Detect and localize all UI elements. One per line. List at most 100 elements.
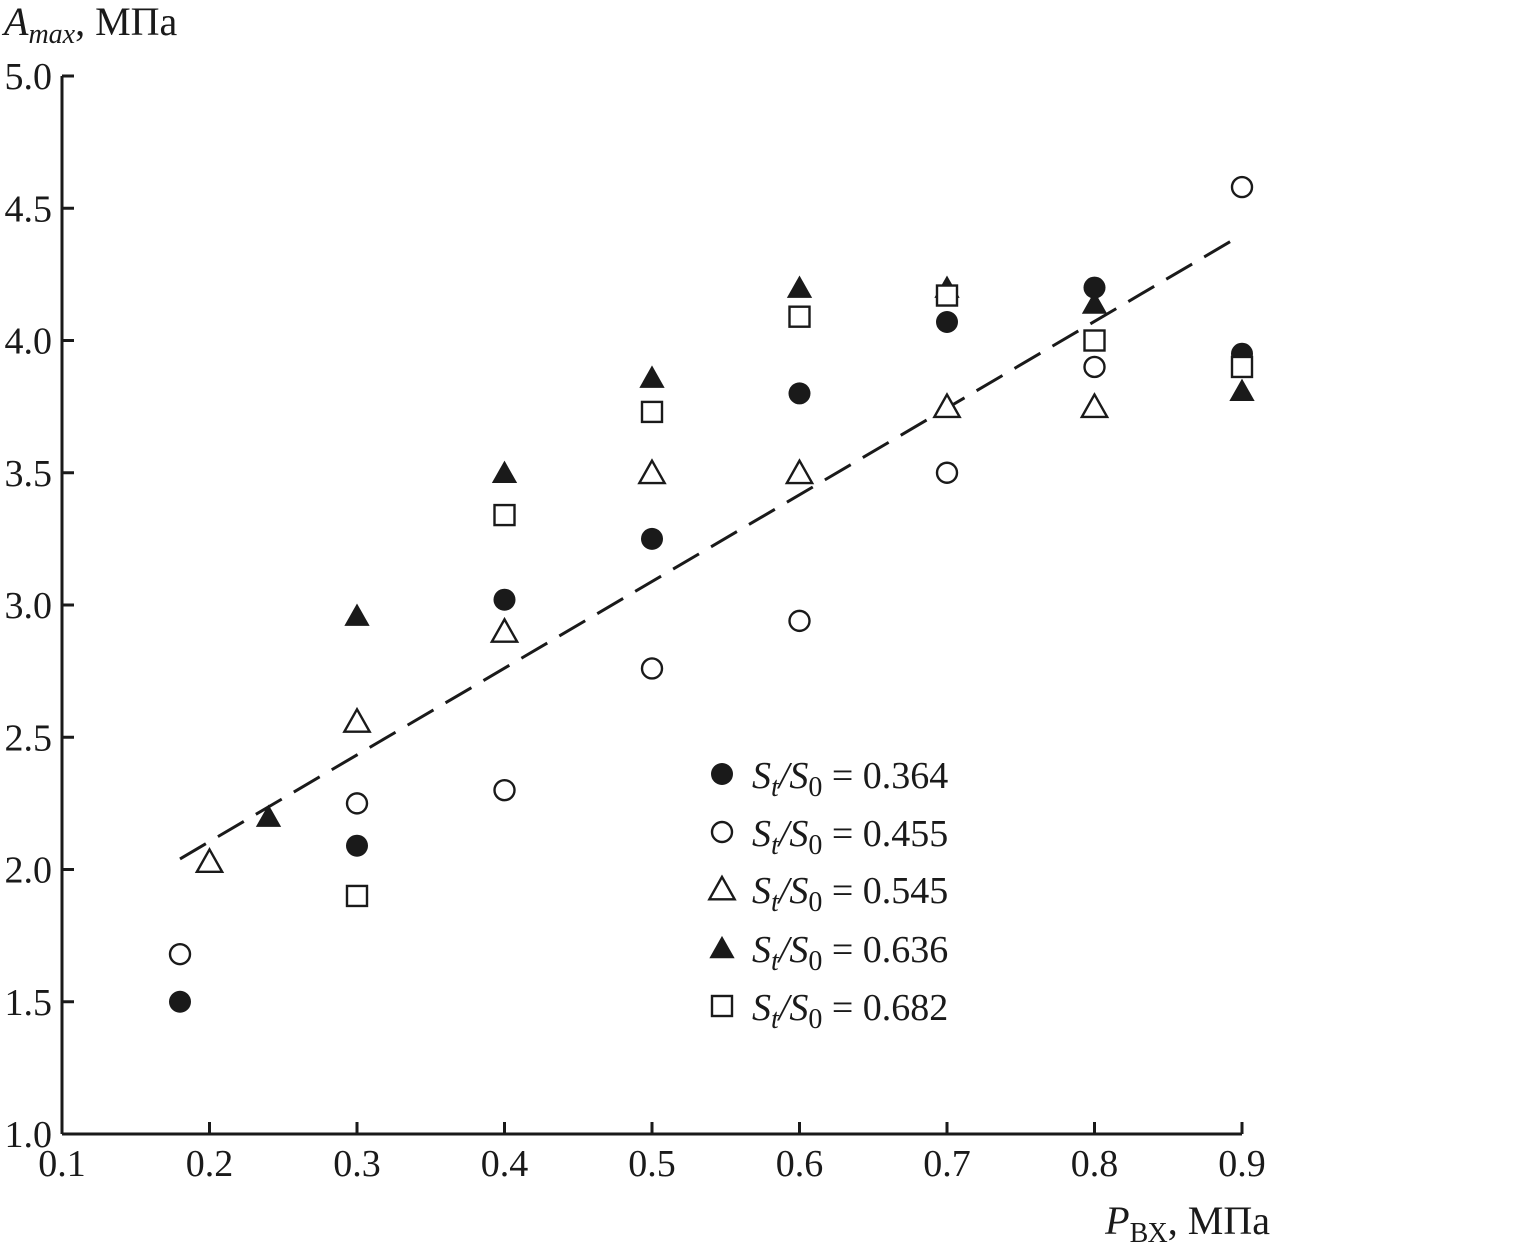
legend-S: S <box>752 813 771 855</box>
legend-label: St/S0 = 0.636 <box>752 929 948 977</box>
y-tick-label: 4.5 <box>5 188 53 230</box>
y-axis-title: Amax, МПа <box>1 0 178 50</box>
data-point <box>1083 355 1106 379</box>
data-point <box>491 460 518 484</box>
data-point <box>168 942 192 966</box>
x-tick-label: 0.7 <box>923 1143 971 1185</box>
data-point <box>935 284 959 307</box>
legend-value: = 0.545 <box>822 870 948 912</box>
data-point <box>639 365 665 388</box>
x-tick-label: 0.4 <box>481 1143 529 1185</box>
data-point <box>1229 378 1255 402</box>
data-point <box>932 392 962 419</box>
data-point <box>345 884 369 908</box>
axes <box>60 76 1242 1136</box>
x-axis-subscript: ВХ <box>1130 1218 1168 1249</box>
series-2 <box>168 175 1254 966</box>
y-tick-label: 4.0 <box>5 321 53 363</box>
y-tick-label: 1.0 <box>5 1114 53 1156</box>
data-point <box>345 792 369 815</box>
x-tick-label: 0.8 <box>1071 1143 1119 1185</box>
data-point <box>1083 329 1106 352</box>
data-point <box>1081 291 1108 314</box>
legend-item: St/S0 = 0.455 <box>710 813 948 861</box>
legend-item: St/S0 = 0.682 <box>710 987 948 1035</box>
legend-S0: S <box>789 870 808 912</box>
legend-value: = 0.636 <box>822 929 948 971</box>
data-point <box>1079 392 1110 419</box>
y-axis-unit: , МПа <box>75 0 177 44</box>
y-tick-label: 2.0 <box>5 850 53 892</box>
legend-S0: S <box>789 755 808 797</box>
data-point <box>493 503 516 527</box>
legend-S0: S <box>789 929 808 971</box>
x-tick-label: 0.1 <box>38 1143 86 1185</box>
series-5 <box>345 284 1254 908</box>
legend-sub-t: t <box>771 772 780 803</box>
y-axis-symbol: A <box>1 0 29 44</box>
legend-label: St/S0 = 0.545 <box>752 870 948 918</box>
series-1 <box>169 276 1253 1013</box>
data-point <box>637 458 667 485</box>
legend-marker <box>709 935 735 959</box>
data-point <box>788 609 811 633</box>
data-point <box>640 657 664 680</box>
legend-slash: / <box>777 755 793 797</box>
legend-sub-0: 0 <box>808 772 822 803</box>
data-point <box>342 706 372 733</box>
ticks: 0.1 0.2 0.3 0.4 0.5 0.6 0.7 0.8 0.9 1.0 1.5 2.0 2.5 3… <box>5 56 1266 1185</box>
legend-sub-0: 0 <box>808 1004 822 1035</box>
data-point <box>1230 355 1254 379</box>
y-axis-subscript: max <box>28 19 75 50</box>
x-axis-symbol: P <box>1104 1198 1129 1243</box>
series-4 <box>255 275 1255 827</box>
legend-sub-0: 0 <box>808 887 822 918</box>
legend-item: St/S0 = 0.364 <box>711 755 948 803</box>
legend-value: = 0.364 <box>822 755 948 797</box>
legend-slash: / <box>777 987 793 1029</box>
legend-S: S <box>752 755 771 797</box>
legend-sub-t: t <box>771 830 780 861</box>
data-point <box>786 275 813 298</box>
data-points <box>168 175 1255 1013</box>
legend-slash: / <box>777 870 793 912</box>
data-point <box>1230 175 1254 199</box>
series-3 <box>194 392 1110 874</box>
y-tick-label: 2.5 <box>5 717 53 759</box>
data-point <box>788 382 811 405</box>
data-point <box>255 804 282 827</box>
x-tick-label: 0.3 <box>333 1143 381 1185</box>
trend-line-group <box>179 233 1243 861</box>
legend-item: St/S0 = 0.545 <box>707 870 948 918</box>
y-tick-label: 1.5 <box>5 982 53 1024</box>
legend-sub-t: t <box>771 946 780 977</box>
legend-value: = 0.455 <box>822 813 948 855</box>
x-tick-label: 0.5 <box>628 1143 676 1185</box>
data-point <box>784 458 815 485</box>
legend-marker <box>710 994 734 1018</box>
data-point <box>346 834 368 857</box>
data-point <box>936 310 958 333</box>
x-tick-label: 0.9 <box>1218 1143 1266 1185</box>
legend-slash: / <box>777 813 793 855</box>
data-point <box>935 461 959 484</box>
legend-sub-t: t <box>771 887 780 918</box>
x-axis-unit: , МПа <box>1168 1198 1270 1243</box>
legend-item: St/S0 = 0.636 <box>709 929 948 977</box>
legend-S: S <box>752 870 771 912</box>
data-point <box>493 588 516 611</box>
y-tick-label: 3.5 <box>5 453 53 495</box>
legend-marker <box>711 763 733 785</box>
data-point <box>493 778 516 802</box>
legend-sub-t: t <box>771 1004 780 1035</box>
legend-sub-0: 0 <box>808 946 822 977</box>
legend-marker <box>707 874 737 901</box>
legend-value: = 0.682 <box>822 987 948 1029</box>
y-tick-label: 3.0 <box>5 585 53 627</box>
data-point <box>788 305 811 328</box>
legend-S: S <box>752 987 771 1029</box>
data-point <box>344 603 370 626</box>
data-point <box>1083 276 1106 299</box>
